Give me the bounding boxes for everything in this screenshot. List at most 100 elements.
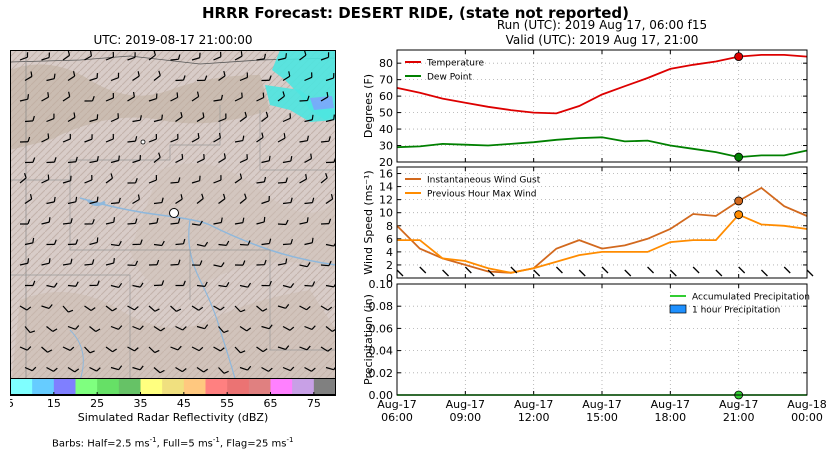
wind-barb-flag (182, 326, 187, 331)
wind-barb-flag (96, 196, 99, 202)
y-axis-label: Degrees (F) (362, 74, 375, 138)
x-tick-label-day: Aug-18 (787, 398, 826, 411)
wind-barb-flag (240, 350, 246, 354)
wind-barb (67, 284, 77, 287)
wind-barb (325, 198, 333, 204)
wind-barb (191, 305, 200, 311)
wind-barb-flag (247, 240, 251, 246)
valid-line: Valid (UTC): 2019 Aug 17, 21:00 (505, 33, 699, 47)
wind-barb-flag (134, 306, 139, 311)
wind-barb (41, 137, 49, 143)
wind-barb (62, 263, 71, 266)
wind-barb (218, 198, 226, 204)
wind-barb-flag (268, 280, 272, 286)
wind-barb-flag (290, 197, 293, 203)
wind-barb (304, 242, 313, 246)
wind-barb-flag (27, 94, 30, 100)
wind-barb-flag (265, 111, 269, 117)
wind-barb (105, 97, 114, 102)
wind-barb (692, 266, 700, 274)
wind-barb (148, 179, 157, 184)
panel-precipitation: 0.00 0.02 0.04 0.06 0.08 0.10 Precipitation (i… (362, 278, 827, 424)
wind-barb-flag (156, 259, 160, 265)
barbs-note-mid: , Full=5 ms (156, 438, 213, 450)
wind-barb-flag (199, 260, 203, 266)
wind-barb-flag (177, 345, 182, 351)
wind-barb-flag (75, 281, 79, 287)
wind-barb (304, 158, 312, 164)
terrain-ridges (10, 64, 270, 150)
wind-barb-flag (285, 258, 288, 264)
wind-barb-flag (177, 177, 181, 183)
wind-barb-flag (306, 135, 309, 141)
wind-barb (487, 269, 495, 277)
wind-barb (153, 201, 163, 205)
wind-barb (67, 201, 76, 205)
wind-barb (396, 269, 404, 277)
wind-barb (218, 326, 225, 333)
wind-barb (304, 119, 313, 123)
wind-barb-flag (96, 237, 99, 243)
colorbar-cell (292, 378, 315, 395)
y-tick-label: 30 (379, 140, 393, 153)
colorbar-cell (162, 378, 185, 395)
wind-barb-flag (118, 282, 123, 288)
wind-barb-flag (75, 325, 80, 330)
wind-barb (213, 56, 222, 61)
wind-barb-flag (196, 91, 200, 97)
wind-barb-flag (113, 217, 116, 223)
barbs-note-sup: -1 (212, 436, 220, 444)
wind-barb (41, 96, 49, 102)
wind-barb (19, 262, 28, 266)
wind-barb (213, 137, 221, 143)
x-tick-label-time: 09:00 (449, 411, 481, 424)
wind-barb-flag (29, 330, 36, 334)
wind-barb-flag (311, 114, 314, 120)
wind-barb (127, 222, 136, 225)
wind-barb (239, 366, 248, 371)
wind-barb-flag (283, 133, 286, 139)
wind-barb (256, 96, 264, 102)
panel-frame (396, 49, 808, 163)
wind-barb (196, 367, 204, 373)
x-tick-label-time: 15:00 (586, 411, 618, 424)
wind-barb-flag (180, 111, 183, 118)
wind-barb-flag (204, 324, 209, 330)
wind-barb-flag (73, 112, 76, 118)
legend-label: 1 hour Precipitation (692, 306, 780, 316)
y-tick-label: 50 (379, 107, 393, 120)
wind-barb-flag (68, 91, 71, 97)
wind-barb (170, 305, 177, 312)
wind-barb-flag (204, 281, 208, 287)
wind-barb (170, 263, 179, 266)
wind-barb-flag (139, 365, 144, 371)
wind-barb (148, 138, 157, 143)
wind-barb (62, 96, 71, 102)
wind-barb (261, 116, 269, 122)
wind-barb (325, 77, 334, 82)
x-tick-label-day: Aug-17 (514, 398, 553, 411)
wind-barb (153, 75, 161, 81)
wind-barb (84, 55, 92, 61)
wind-barb (282, 325, 291, 331)
wind-barb (62, 222, 72, 225)
wind-barb (127, 96, 135, 102)
wind-barb-flag (182, 75, 186, 81)
wind-barb (132, 284, 141, 288)
wind-barb-flag (95, 328, 101, 333)
wind-barb (325, 118, 334, 123)
colorbar-cell (10, 378, 33, 395)
colorbar-cell (118, 378, 141, 395)
wind-barb (175, 366, 183, 373)
wind-barb-flag (327, 347, 333, 352)
wind-barb (41, 179, 49, 184)
y-tick-label: 80 (379, 57, 393, 70)
wind-barb (153, 325, 162, 332)
wind-barb-flag (53, 282, 58, 288)
wind-barb (282, 243, 292, 246)
wind-barb-flag (27, 136, 31, 142)
wind-barb (320, 346, 329, 352)
wind-barb-flag (118, 365, 123, 371)
colorbar-tick-label: 15 (47, 397, 61, 410)
